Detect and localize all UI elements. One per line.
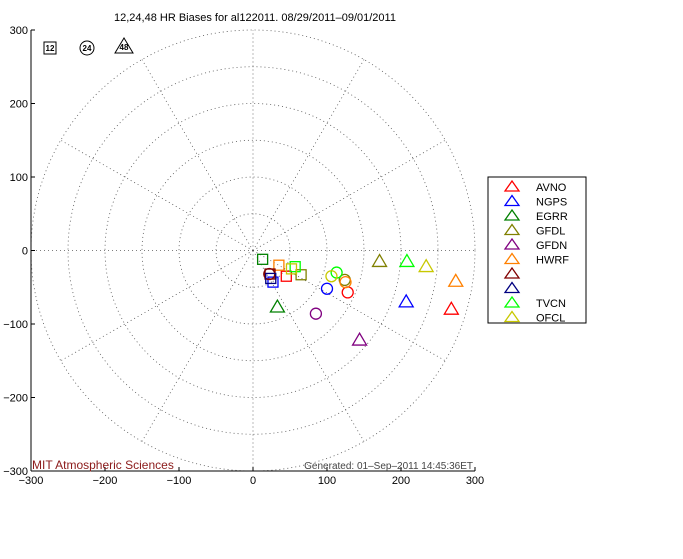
ofcl-48hr-marker [418, 258, 435, 273]
egrr-48hr-marker [269, 298, 286, 313]
tvcn-12hr-marker [289, 261, 301, 273]
chart-title: 12,24,48 HR Biases for al122011. 08/29/2… [114, 12, 396, 24]
key-label: 48 [120, 43, 129, 52]
unnamed-12hr-marker [265, 272, 277, 285]
x-tick-label: −200 [93, 475, 118, 487]
grid-spoke [60, 250, 254, 362]
grid-spoke [252, 250, 446, 362]
legend-marker [503, 310, 521, 323]
x-tick-label: 0 [250, 475, 256, 487]
grid-spoke [252, 59, 365, 251]
legend-marker [503, 194, 521, 207]
gfdl-12hr-marker [295, 269, 307, 281]
legend-marker [503, 237, 521, 250]
legend-label: TVCN [536, 298, 566, 310]
x-tick-label: 300 [466, 475, 484, 487]
legend-label: AVNO [536, 182, 567, 194]
key-label: 12 [46, 44, 55, 53]
ngps-48hr-marker [398, 293, 415, 308]
gfdl-48hr-marker [371, 253, 388, 268]
legend-label: NGPS [536, 197, 567, 209]
ofcl-24hr-marker [325, 270, 338, 283]
y-tick-label: −300 [3, 466, 28, 478]
legend-marker [503, 281, 521, 294]
legend-marker [503, 252, 521, 265]
polar-grid [30, 29, 476, 472]
x-tick-label: −100 [167, 475, 192, 487]
hwrf-48hr-marker [447, 273, 464, 287]
legend-marker [503, 223, 521, 236]
tick-labels: −300 −200 −100 0 100 200 300 300 200 100 0 −100 −200… [3, 25, 484, 487]
credit-text: MIT Atmospheric Sciences [32, 458, 174, 472]
data-markers [256, 253, 464, 346]
x-tick-label: −300 [19, 475, 44, 487]
legend-label: OFCL [536, 313, 565, 325]
legend-marker [503, 266, 521, 279]
ofcl-12hr-marker [285, 263, 298, 275]
y-tick-label: 0 [22, 246, 28, 258]
grid-ring [141, 139, 365, 362]
grid-spoke [141, 250, 254, 442]
avno-48hr-marker [443, 301, 460, 315]
grid-ring [30, 29, 476, 472]
generated-timestamp: Generated: 01–Sep–2011 14:45:36ET [304, 461, 473, 472]
legend-marker [503, 208, 521, 221]
key-square [43, 41, 57, 55]
legend-label: GFDN [536, 240, 567, 252]
tvcn-48hr-marker [398, 253, 416, 268]
legend-marker [503, 179, 521, 192]
grid-spoke [252, 139, 446, 251]
grid-ring [178, 176, 328, 325]
hwrf-24hr-marker [339, 275, 352, 289]
y-tick-label: 300 [10, 25, 28, 37]
ngps-12hr-marker [267, 276, 279, 288]
grid-spoke [252, 250, 365, 442]
key-circle [79, 40, 95, 56]
x-tick-label: 200 [392, 475, 410, 487]
y-tick-label: −100 [3, 319, 28, 331]
egrr-12hr-marker [256, 253, 269, 265]
key-label: 24 [83, 44, 92, 53]
hwrf-12hr-marker [273, 259, 285, 271]
grid-spoke [141, 59, 254, 251]
marker-key: 12 24 48 [43, 37, 134, 56]
y-tick-label: −200 [3, 393, 28, 405]
key-triangle [114, 37, 134, 54]
ngps-24hr-marker [320, 282, 334, 295]
x-tick-label: 100 [318, 475, 336, 487]
grid-spoke [60, 139, 254, 251]
gfdn-24hr-marker [309, 307, 323, 320]
y-tick-label: 200 [10, 99, 28, 111]
y-tick-label: 100 [10, 172, 28, 184]
legend-box [487, 176, 587, 324]
legend-marker [503, 295, 521, 308]
legend-label: EGRR [536, 211, 568, 223]
legend: AVNO NGPS EGRR GFDL GFDN HWRF TVCN OFCL [487, 176, 587, 325]
gfdn-48hr-marker [351, 331, 368, 346]
legend-label: HWRF [536, 255, 569, 267]
legend-label: GFDL [536, 226, 565, 238]
